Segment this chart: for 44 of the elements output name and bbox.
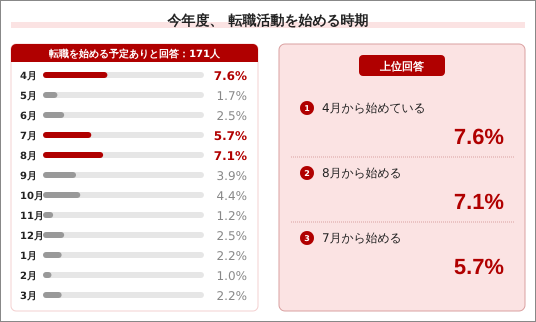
text: 7.6%: [454, 124, 504, 149]
bar: [43, 252, 62, 258]
bar: [43, 132, 92, 138]
y-tick-label: 7月: [20, 131, 37, 142]
y-tick-label: 4月: [20, 71, 37, 82]
data-label: 4.4%: [216, 189, 247, 203]
chart-subtitle: 転職を始める予定ありと回答：171人: [48, 48, 221, 60]
text: 3: [304, 234, 310, 243]
category-label: 8月から始める: [322, 166, 402, 180]
data-label: 2.2%: [216, 249, 247, 263]
data-label: 3.9%: [216, 169, 247, 183]
data-label: 1.2%: [216, 209, 247, 223]
text: 上位回答: [379, 60, 425, 73]
text: 今年度、 転職活動を始める時期: [166, 12, 368, 29]
bar: [43, 232, 64, 238]
category-label: 7月から始める: [322, 231, 402, 245]
data-label: 1.7%: [216, 89, 247, 103]
text: 5.7%: [454, 254, 504, 279]
text: 2: [304, 169, 310, 178]
y-tick-label: 11月: [20, 211, 44, 222]
data-label: 5.7%: [214, 129, 247, 143]
data-label: 2.5%: [216, 229, 247, 243]
text: 7.1%: [454, 189, 504, 214]
y-tick-label: 1月: [20, 251, 37, 262]
data-label: 1.0%: [216, 269, 247, 283]
y-tick-label: 2月: [20, 271, 37, 282]
bar: [43, 92, 58, 98]
data-label: 7.6%: [214, 69, 247, 83]
text: 1: [304, 104, 310, 113]
bar: [43, 112, 64, 118]
y-tick-label: 10月: [20, 191, 44, 202]
data-label: 2.5%: [216, 109, 247, 123]
y-tick-label: 5月: [20, 91, 37, 102]
bar: [43, 172, 76, 178]
bar: [43, 192, 80, 198]
category-label: 4月から始めている: [322, 101, 426, 115]
y-tick-label: 9月: [20, 171, 37, 182]
bar: [43, 292, 62, 298]
y-tick-label: 8月: [20, 151, 37, 162]
y-tick-label: 12月: [20, 231, 44, 242]
data-label: 2.2%: [216, 289, 247, 303]
y-tick-label: 6月: [20, 111, 37, 122]
y-tick-label: 3月: [20, 291, 37, 302]
data-label: 7.1%: [214, 149, 247, 163]
